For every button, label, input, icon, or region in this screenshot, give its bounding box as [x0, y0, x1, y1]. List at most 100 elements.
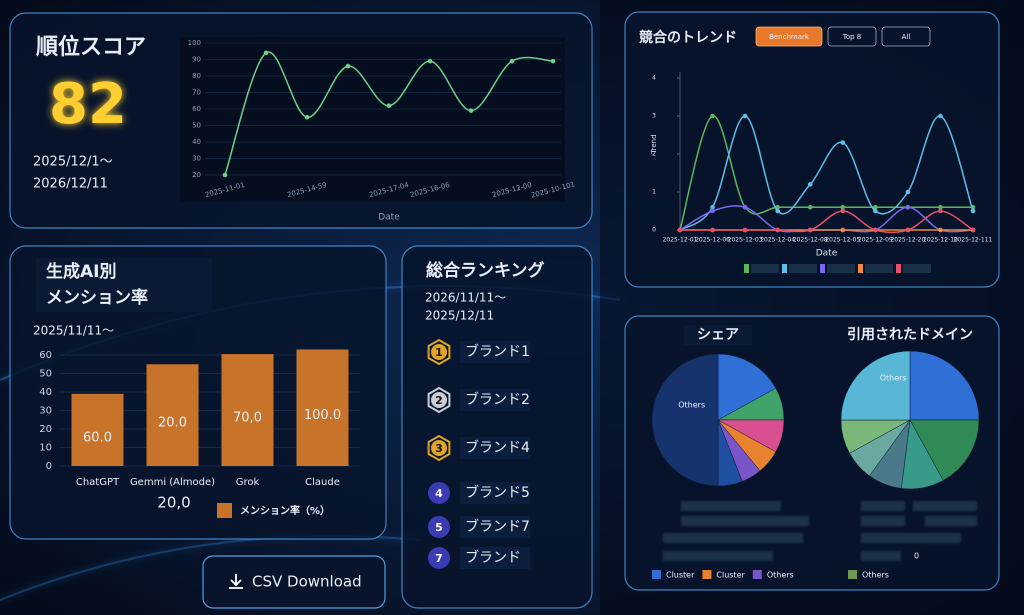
- bar: [71, 393, 124, 466]
- pie-slice: [651, 353, 719, 487]
- point: [807, 204, 813, 210]
- period: 2025/12/1～: [33, 155, 113, 170]
- y-tick-label: 0: [652, 227, 656, 234]
- legend-swatch: [702, 570, 712, 579]
- y-tick-label: 3: [652, 113, 656, 120]
- point: [677, 227, 683, 233]
- bar-annotation: 70,0: [233, 411, 262, 426]
- series-line: [679, 115, 974, 231]
- y-tick-label: 2: [652, 151, 656, 158]
- name-box: [460, 547, 530, 569]
- point: [775, 227, 780, 233]
- y-tick-label: 100: [188, 39, 201, 47]
- y-tick-label: 80: [192, 72, 201, 80]
- panel-title: 順位スコア: [36, 34, 146, 60]
- y-tick-label: 40: [192, 138, 201, 146]
- panel-title: 競合のトレンド: [639, 29, 737, 46]
- slice-label: Others: [880, 374, 907, 383]
- panel-title: 総合ランキング: [426, 260, 545, 281]
- title-box: [684, 325, 752, 345]
- name-box: [460, 516, 530, 538]
- x-tick-label: 2025-12-08: [793, 237, 828, 244]
- button-label[interactable]: CSV Download: [252, 573, 362, 591]
- legend-swatch: [820, 264, 825, 273]
- point: [710, 227, 715, 233]
- legend-swatch: [744, 264, 749, 273]
- point: [840, 204, 846, 210]
- trend-panel: [624, 11, 1000, 288]
- x-tick-label: Gemmi (Almode): [130, 477, 215, 488]
- pie-slice: [717, 353, 777, 421]
- bar: [296, 349, 349, 466]
- y-tick-label: 60: [192, 105, 201, 113]
- y-tick-label: 30: [192, 155, 201, 163]
- point: [938, 208, 943, 214]
- filter-button[interactable]: [881, 26, 931, 47]
- button-label[interactable]: Top 8: [842, 33, 862, 41]
- rank-number: 1: [435, 346, 443, 359]
- medal: [427, 386, 451, 414]
- period: 2025/12/11: [425, 309, 494, 323]
- y-tick-label: 1: [652, 189, 656, 196]
- x-tick-label: 2025-12-20: [890, 237, 925, 244]
- y-tick-label: 50: [192, 122, 201, 130]
- series-line: [679, 210, 974, 234]
- blurred-legend: [913, 501, 977, 511]
- name-box: [460, 341, 530, 363]
- medal-core: [431, 344, 447, 360]
- csv-button[interactable]: CSV Download: [202, 555, 386, 609]
- name-box: [460, 437, 530, 459]
- blurred-legend: [663, 533, 803, 543]
- bar-annotation: 60.0: [83, 430, 112, 445]
- y-axis-title: Trend: [650, 134, 658, 154]
- blurred-legend: [861, 516, 905, 526]
- brand-name: ブランド: [465, 549, 521, 566]
- blurred-legend: [681, 501, 781, 511]
- point: [905, 227, 911, 233]
- rank-number: 7: [435, 552, 443, 565]
- legend-blur: [751, 264, 779, 273]
- name-box: [460, 389, 530, 411]
- x-tick-label: 2025-12-03: [728, 237, 763, 244]
- button-frame[interactable]: [202, 555, 386, 609]
- y-tick-label: 70: [192, 89, 201, 97]
- bar: [221, 354, 274, 466]
- legend-swatch: [896, 264, 901, 273]
- point: [970, 208, 976, 214]
- brand-name: ブランド5: [465, 484, 530, 501]
- x-tick-label: 2025-12-111: [954, 237, 993, 244]
- point: [905, 189, 911, 195]
- brand-name: ブランド2: [465, 391, 530, 408]
- blurred-legend: [681, 516, 809, 526]
- point: [775, 208, 780, 214]
- button-label[interactable]: All: [902, 33, 911, 41]
- pie-slice: [840, 350, 911, 421]
- legend-blur: [827, 264, 855, 273]
- download-icon: [229, 574, 243, 589]
- bar: [146, 364, 199, 466]
- point: [468, 108, 474, 113]
- filter-button[interactable]: [755, 26, 823, 47]
- filter-button[interactable]: [827, 26, 877, 47]
- legend-label: Others: [862, 571, 889, 580]
- point: [840, 208, 846, 214]
- rank-number: 5: [435, 521, 443, 534]
- point: [873, 227, 878, 233]
- blurred-legend: [861, 551, 901, 561]
- note: 20,0: [157, 494, 190, 512]
- plot-area: [180, 37, 565, 202]
- medal-core: [431, 392, 447, 408]
- point: [905, 204, 911, 210]
- point: [710, 204, 715, 210]
- ranking-panel: [401, 245, 593, 609]
- y-tick-label: 20: [192, 171, 201, 179]
- rank-badge: [428, 516, 450, 538]
- button-label[interactable]: Benchmark: [769, 33, 810, 41]
- y-tick-label: 0: [46, 461, 52, 472]
- title-box: [36, 258, 212, 312]
- brand-name: ブランド7: [465, 518, 530, 535]
- legend-swatch: [652, 570, 661, 579]
- point: [345, 63, 351, 69]
- x-tick-label: 2025-12-05: [825, 237, 860, 244]
- blurred-legend: [861, 501, 905, 511]
